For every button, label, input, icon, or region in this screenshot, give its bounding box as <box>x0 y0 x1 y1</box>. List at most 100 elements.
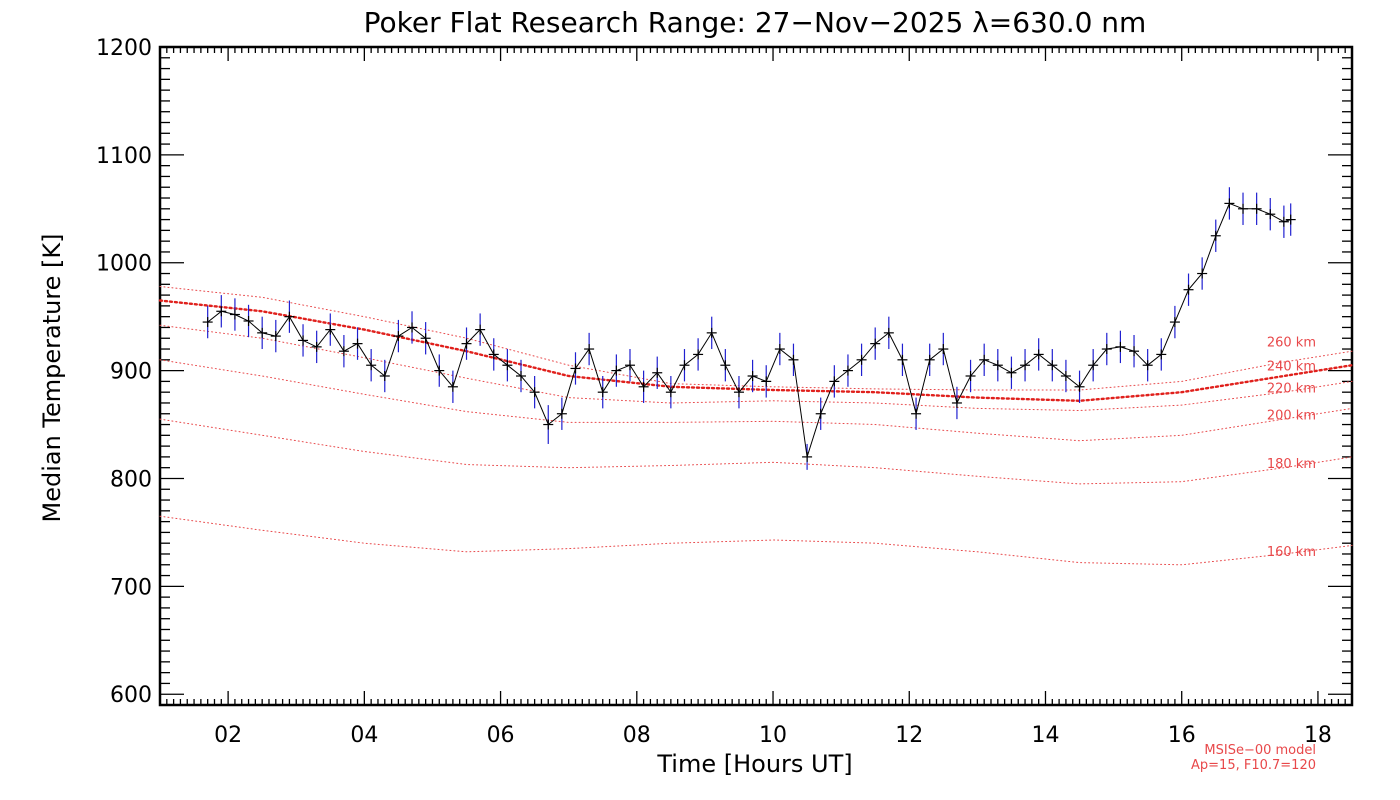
data-point <box>842 365 853 376</box>
data-point <box>992 360 1003 371</box>
data-point <box>270 331 281 342</box>
data-point <box>1088 360 1099 371</box>
data-point <box>379 371 390 381</box>
y-tick-label: 600 <box>110 683 152 708</box>
y-tick-label: 700 <box>110 575 152 600</box>
error-bars <box>207 187 1292 470</box>
data-point <box>856 354 867 365</box>
data-point <box>284 311 295 322</box>
data-point <box>924 354 935 365</box>
data-point <box>1183 284 1194 295</box>
data-point <box>447 381 458 392</box>
data-point <box>257 327 268 338</box>
data-point <box>693 349 704 360</box>
model-line-260-km <box>159 286 1353 391</box>
data-point <box>883 327 894 338</box>
data-point <box>747 371 758 381</box>
data-point <box>243 315 254 326</box>
data-point <box>938 344 949 355</box>
data-point <box>216 306 227 317</box>
model-line-200-km <box>159 359 1353 442</box>
x-tick-label: 04 <box>350 723 378 748</box>
data-point <box>829 376 840 387</box>
data-point <box>543 419 554 430</box>
data-point <box>706 327 717 338</box>
data-point <box>1278 216 1289 227</box>
data-point <box>1006 367 1017 378</box>
x-axis-label: Time [Hours UT] <box>656 750 852 778</box>
y-tick-label: 1100 <box>96 144 152 169</box>
model-label-180-km: 180 km <box>1267 457 1316 472</box>
data-point <box>393 331 404 342</box>
data-point <box>202 317 213 328</box>
model-note-line-2: Ap=15, F10.7=120 <box>1191 758 1316 773</box>
data-point <box>1020 360 1031 371</box>
x-tick-label: 08 <box>623 723 651 748</box>
data-point <box>570 363 581 374</box>
x-tick-label: 02 <box>214 723 242 748</box>
data-point <box>1101 344 1112 355</box>
x-tick-label: 16 <box>1168 723 1196 748</box>
data-point <box>1156 349 1167 360</box>
y-axis-ticks: 600 700 800 900 1000 1100 1200 <box>96 36 1352 708</box>
x-tick-label: 14 <box>1031 723 1059 748</box>
model-line-160-km <box>159 515 1353 566</box>
model-label-200-km: 200 km <box>1267 409 1316 424</box>
data-point <box>1060 371 1071 381</box>
data-point <box>1115 341 1126 352</box>
data-point <box>352 338 363 349</box>
chart-title: Poker Flat Research Range: 27−Nov−2025 λ… <box>364 6 1147 39</box>
model-line-180-km <box>159 418 1353 485</box>
data-point <box>338 346 349 357</box>
model-label-220-km: 220 km <box>1267 382 1316 397</box>
y-tick-label: 800 <box>110 467 152 492</box>
data-point <box>897 354 908 365</box>
data-point <box>556 408 567 419</box>
data-point <box>488 349 499 360</box>
data-point <box>1251 203 1262 214</box>
model-lines <box>158 286 1354 566</box>
model-label-240-km: 240 km <box>1267 359 1316 374</box>
data-point <box>870 338 881 349</box>
data-point <box>1074 381 1085 392</box>
data-point <box>1224 198 1235 209</box>
data-point <box>815 408 826 419</box>
data-point <box>652 367 663 378</box>
model-label-260-km: 260 km <box>1267 335 1316 350</box>
data-point <box>911 408 922 419</box>
y-axis-label: Median Temperature [K] <box>38 233 66 522</box>
y-tick-label: 1200 <box>96 36 152 61</box>
data-point <box>298 335 309 346</box>
data-point <box>802 451 813 462</box>
data-point <box>1197 268 1208 279</box>
data-point <box>1265 209 1276 220</box>
measured-points <box>202 198 1296 462</box>
data-point <box>624 360 635 371</box>
data-point <box>1238 203 1249 214</box>
plot-frame <box>158 45 1354 707</box>
x-tick-label: 06 <box>487 723 515 748</box>
data-point <box>461 338 472 349</box>
data-point <box>979 354 990 365</box>
x-tick-label: 18 <box>1304 723 1332 748</box>
y-tick-label: 1000 <box>96 252 152 277</box>
x-tick-label: 12 <box>895 723 923 748</box>
data-point <box>761 376 772 387</box>
data-point <box>1210 230 1221 241</box>
data-point <box>611 365 622 376</box>
x-axis-ticks: 02 04 06 08 10 12 14 16 18 <box>159 47 1353 748</box>
data-point <box>502 360 513 371</box>
model-label-160-km: 160 km <box>1267 545 1316 560</box>
data-point <box>434 365 445 376</box>
data-point <box>1047 360 1058 371</box>
data-point <box>407 322 418 333</box>
data-point <box>951 397 962 408</box>
data-point <box>1142 360 1153 371</box>
data-point <box>774 344 785 355</box>
data-point <box>584 344 595 355</box>
data-point <box>311 341 322 352</box>
data-point <box>475 324 486 335</box>
data-point <box>1169 317 1180 328</box>
